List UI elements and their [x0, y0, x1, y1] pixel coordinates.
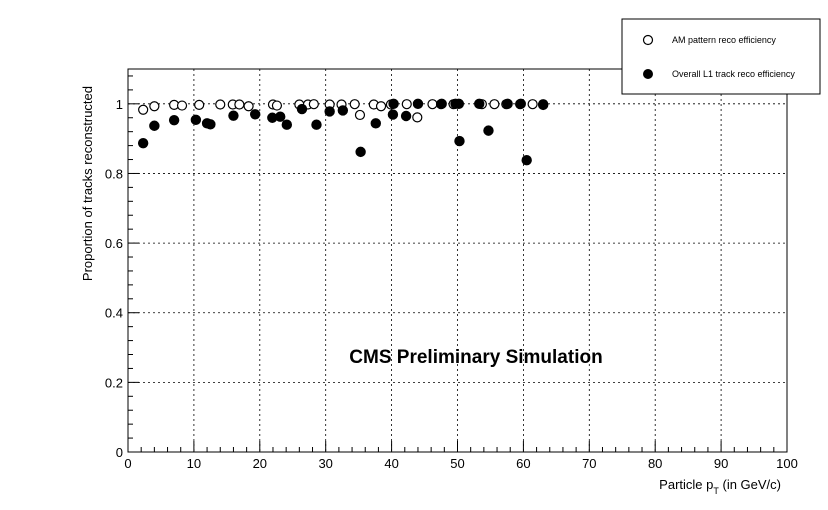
x-tick-label: 0	[124, 456, 131, 471]
filled-circle-point	[412, 98, 424, 110]
filled-circle-point	[190, 114, 202, 126]
y-tick-label: 0.8	[105, 166, 123, 181]
open-circle-point	[349, 99, 360, 110]
series-overall-l1	[137, 98, 549, 166]
open-circle-point	[234, 99, 245, 110]
filled-circle-point	[281, 119, 293, 130]
open-circle-point	[308, 99, 319, 110]
x-tick-label: 80	[648, 456, 662, 471]
filled-circle-point	[537, 99, 549, 111]
open-circle-point	[243, 101, 254, 112]
tick-labels-layer: 0 10 20 30 40 50 60 70 80 90 100 0 0.2 0.4 0.6 0.8 1	[105, 97, 798, 471]
filled-circle-point	[388, 98, 399, 110]
y-axis-title: Proportion of tracks reconstructed	[80, 86, 95, 281]
open-circle-point	[489, 99, 500, 110]
filled-circle-point	[453, 98, 465, 110]
ticks-layer	[127, 75, 788, 453]
filled-circle-point	[205, 119, 216, 130]
filled-circle-point	[149, 120, 160, 131]
filled-circle-point	[515, 98, 526, 110]
legend-marker-filled-circle	[643, 69, 653, 79]
open-circle-point	[427, 99, 438, 110]
filled-circle-point	[324, 106, 335, 117]
legend: AM pattern reco efficiency Overall L1 tr…	[621, 18, 821, 95]
open-circle-point	[138, 104, 149, 115]
open-circle-point	[375, 101, 387, 112]
x-axis-title-subscript: T	[713, 486, 719, 496]
filled-circle-point	[400, 110, 412, 122]
x-tick-label: 100	[776, 456, 798, 471]
y-tick-label: 0	[116, 445, 123, 460]
x-tick-label: 50	[450, 456, 464, 471]
legend-marker-open-circle	[642, 34, 654, 46]
legend-entry-am-pattern: AM pattern reco efficiency	[672, 35, 776, 45]
open-circle-point	[194, 99, 205, 110]
filled-circle-point	[387, 109, 399, 120]
filled-circle-point	[249, 109, 261, 120]
filled-circle-point	[370, 118, 381, 129]
grid-layer	[128, 69, 787, 452]
filled-circle-point	[436, 98, 447, 110]
open-circle-point	[215, 99, 226, 110]
y-tick-label: 1	[116, 97, 123, 112]
filled-circle-point	[521, 155, 532, 166]
chart-annotation: CMS Preliminary Simulation	[349, 347, 602, 368]
x-tick-label: 70	[582, 456, 596, 471]
filled-circle-point	[454, 135, 465, 147]
open-circle-point	[354, 109, 366, 121]
open-circle-point	[176, 100, 188, 111]
y-tick-label: 0.6	[105, 236, 123, 251]
open-circle-point	[527, 99, 538, 110]
x-tick-label: 10	[187, 456, 201, 471]
open-circle-point	[149, 101, 160, 112]
filled-circle-point	[296, 103, 308, 115]
x-axis-title-tail: (in GeV/c)	[719, 477, 781, 492]
x-tick-label: 30	[318, 456, 332, 471]
filled-circle-point	[474, 98, 485, 110]
filled-circle-point	[228, 110, 239, 121]
x-tick-label: 90	[714, 456, 728, 471]
y-tick-label: 0.4	[105, 306, 123, 321]
x-axis-title: Particle pT (in GeV/c)	[659, 477, 781, 496]
open-circle-point	[401, 99, 412, 110]
y-tick-label: 0.2	[105, 375, 123, 390]
x-axis-title-main: Particle p	[659, 477, 713, 492]
filled-circle-point	[355, 146, 366, 158]
open-circle-point	[412, 112, 423, 123]
legend-entry-overall-l1: Overall L1 track reco efficiency	[672, 69, 795, 79]
filled-circle-point	[168, 114, 180, 126]
data-points-layer	[137, 98, 549, 166]
open-circle-point	[271, 100, 283, 111]
x-tick-label: 40	[384, 456, 398, 471]
filled-circle-point	[502, 98, 513, 110]
filled-circle-point	[337, 105, 349, 116]
x-tick-label: 60	[516, 456, 530, 471]
legend-box	[621, 18, 821, 95]
filled-circle-point	[483, 125, 494, 136]
filled-circle-point	[275, 111, 286, 122]
filled-circle-point	[311, 119, 322, 130]
filled-circle-point	[137, 137, 149, 149]
x-tick-label: 20	[253, 456, 267, 471]
